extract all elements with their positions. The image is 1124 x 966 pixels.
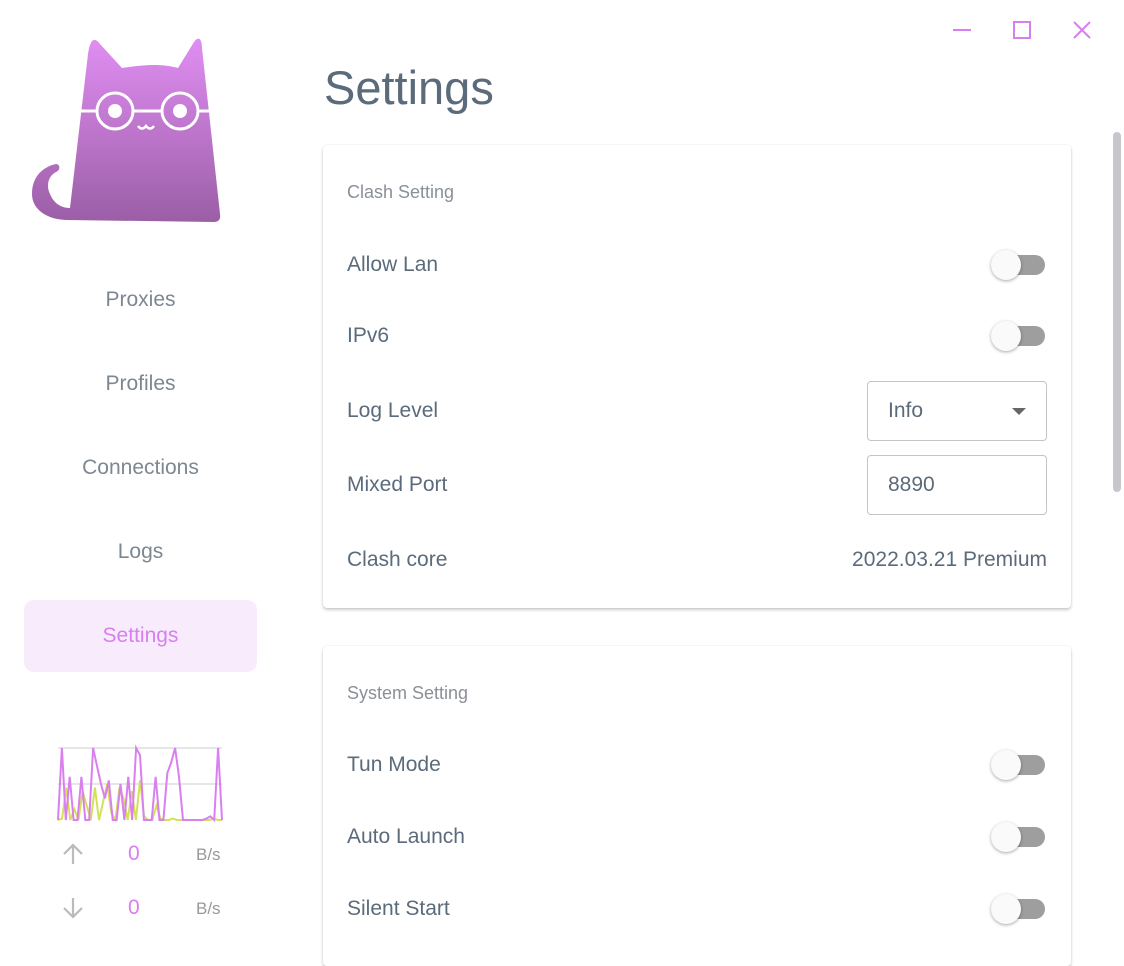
download-series bbox=[57, 744, 223, 823]
sidebar: Proxies Profiles Connections Logs Settin… bbox=[0, 0, 282, 937]
arrow-down-icon bbox=[62, 896, 84, 926]
upload-unit: B/s bbox=[196, 845, 221, 864]
tun-mode-row: Tun Mode bbox=[347, 745, 1047, 785]
ipv6-toggle[interactable] bbox=[991, 321, 1047, 351]
tun-mode-label: Tun Mode bbox=[347, 753, 441, 776]
upload-value: 0 bbox=[128, 842, 140, 865]
upload-speed: 0 B/s bbox=[56, 842, 226, 872]
download-unit: B/s bbox=[196, 899, 221, 918]
traffic-graph bbox=[57, 744, 223, 824]
log-level-label: Log Level bbox=[347, 399, 439, 422]
silent-start-row: Silent Start bbox=[347, 889, 1047, 929]
download-speed: 0 B/s bbox=[56, 896, 226, 926]
maximize-icon[interactable] bbox=[1010, 18, 1034, 42]
mixed-port-row: Mixed Port 8890 bbox=[347, 455, 1047, 515]
system-setting-card: System Setting Tun Mode Auto Launch Sile… bbox=[323, 646, 1071, 966]
sidebar-item-settings[interactable]: Settings bbox=[24, 600, 257, 672]
sidebar-item-profiles[interactable]: Profiles bbox=[105, 372, 176, 395]
log-level-row: Log Level Info bbox=[347, 381, 1047, 441]
auto-launch-label: Auto Launch bbox=[347, 825, 465, 848]
window-controls bbox=[950, 18, 1094, 42]
download-value: 0 bbox=[128, 896, 140, 919]
ipv6-label: IPv6 bbox=[347, 324, 390, 347]
caret-down-icon bbox=[1012, 407, 1026, 415]
cat-logo bbox=[28, 34, 228, 231]
minimize-icon[interactable] bbox=[950, 18, 974, 42]
sidebar-item-connections[interactable]: Connections bbox=[82, 456, 199, 479]
clash-core-version: 2022.03.21 Premium bbox=[852, 548, 1047, 571]
clash-core-label: Clash core bbox=[347, 548, 448, 571]
log-level-value: Info bbox=[888, 399, 924, 422]
log-level-select[interactable]: Info bbox=[867, 381, 1047, 441]
arrow-up-icon bbox=[62, 842, 84, 872]
silent-start-label: Silent Start bbox=[347, 897, 450, 920]
mixed-port-label: Mixed Port bbox=[347, 473, 448, 496]
clash-core-row: Clash core 2022.03.21 Premium bbox=[347, 540, 1047, 580]
card-title: Clash Setting bbox=[347, 182, 455, 202]
sidebar-item-logs[interactable]: Logs bbox=[117, 540, 164, 563]
auto-launch-toggle[interactable] bbox=[991, 822, 1047, 852]
allow-lan-row: Allow Lan bbox=[347, 245, 1047, 285]
silent-start-toggle[interactable] bbox=[991, 894, 1047, 924]
sidebar-item-proxies[interactable]: Proxies bbox=[105, 288, 176, 311]
mixed-port-value: 8890 bbox=[888, 473, 935, 496]
clash-setting-card: Clash Setting Allow Lan IPv6 Log Level I… bbox=[323, 145, 1071, 608]
close-icon[interactable] bbox=[1070, 18, 1094, 42]
allow-lan-toggle[interactable] bbox=[991, 250, 1047, 280]
mixed-port-input[interactable]: 8890 bbox=[867, 455, 1047, 515]
auto-launch-row: Auto Launch bbox=[347, 817, 1047, 857]
allow-lan-label: Allow Lan bbox=[347, 253, 439, 276]
tun-mode-toggle[interactable] bbox=[991, 750, 1047, 780]
scrollbar[interactable] bbox=[1113, 132, 1121, 492]
card-title: System Setting bbox=[347, 683, 469, 703]
ipv6-row: IPv6 bbox=[347, 316, 1047, 356]
page-title: Settings bbox=[324, 61, 494, 114]
